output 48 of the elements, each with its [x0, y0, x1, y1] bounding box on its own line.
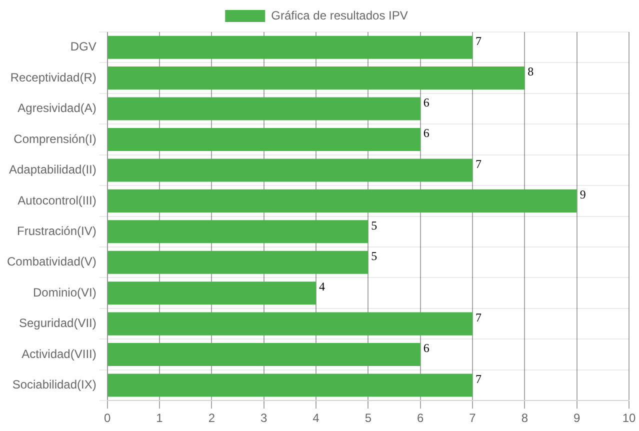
data-label: 8	[528, 64, 534, 79]
bar	[108, 66, 525, 90]
y-tick-label: Adaptabilidad(II)	[8, 162, 96, 177]
bar	[108, 189, 577, 212]
data-label: 7	[476, 372, 482, 386]
data-label: 5	[371, 249, 378, 264]
x-tick-label: 2	[208, 411, 216, 426]
y-tick-label: Receptividad(R)	[10, 70, 96, 84]
x-tick-label: 6	[417, 411, 424, 426]
bar	[108, 158, 473, 182]
data-label: 6	[423, 95, 430, 110]
data-label: 7	[476, 34, 482, 48]
y-tick-label: Combatividad(V)	[6, 254, 96, 269]
y-tick-label: DGV	[70, 40, 96, 54]
y-tick-label: Dominio(VI)	[33, 285, 96, 300]
legend-label: Gráfica de resultados IPV	[271, 8, 408, 22]
data-label: 5	[371, 218, 378, 232]
data-label: 6	[423, 126, 430, 140]
y-tick-label: Autocontrol(III)	[18, 193, 96, 208]
x-tick-label: 0	[104, 411, 112, 426]
x-tick-label: 5	[364, 411, 372, 426]
y-tick-label: Actividad(VIII)	[22, 346, 96, 361]
x-tick-label: 7	[469, 411, 476, 426]
data-label: 4	[319, 280, 326, 294]
bar	[108, 374, 473, 397]
bar	[108, 282, 316, 305]
x-tick-label: 10	[622, 411, 636, 426]
y-tick-label: Sociabilidad(IX)	[12, 378, 96, 392]
bar	[108, 36, 473, 59]
bar	[108, 250, 368, 274]
x-tick-label: 9	[573, 411, 580, 426]
data-label: 7	[476, 310, 482, 324]
bar	[108, 312, 473, 336]
x-tick-label: 1	[156, 411, 164, 426]
bar	[108, 343, 420, 366]
y-tick-label: Agresividad(A)	[18, 101, 96, 116]
x-tick-label: 4	[312, 411, 320, 426]
y-tick-label: Frustración(IV)	[17, 224, 96, 238]
x-tick-label: 3	[260, 411, 268, 426]
bar	[108, 220, 368, 244]
y-tick-label: Comprensión(I)	[14, 132, 96, 146]
bar	[108, 97, 420, 120]
y-tick-label: Seguridad(VII)	[18, 316, 96, 330]
data-label: 9	[580, 188, 586, 202]
data-label: 6	[423, 341, 430, 356]
data-label: 7	[476, 156, 482, 171]
bar	[108, 128, 420, 152]
x-tick-label: 8	[521, 411, 528, 426]
